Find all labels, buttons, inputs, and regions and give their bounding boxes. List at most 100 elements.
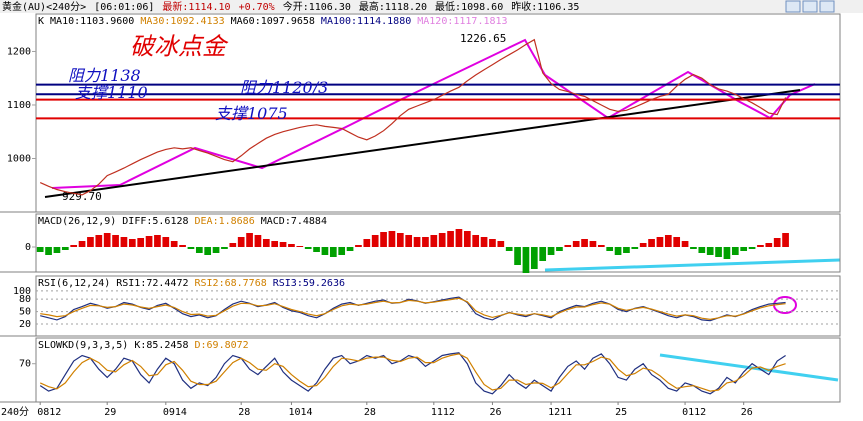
macd-bar xyxy=(539,247,547,261)
macd-bar xyxy=(355,245,362,247)
macd-bar xyxy=(70,245,78,247)
macd-bar xyxy=(489,239,496,247)
macd-bar xyxy=(271,241,279,247)
legend-entry: MACD:7.4884 xyxy=(261,216,327,227)
macd-bar xyxy=(154,235,161,247)
y-tick-label: 1200 xyxy=(7,46,31,57)
macd-bar xyxy=(246,233,253,247)
panel-frame xyxy=(35,213,841,273)
macd-bar xyxy=(782,233,789,247)
panel-frame xyxy=(35,275,841,337)
legend-entry: DEA:1.8686 xyxy=(195,216,255,227)
support-trendline xyxy=(44,89,801,198)
header-field: 最高:1118.20 xyxy=(359,0,427,13)
header-field: 最低:1098.60 xyxy=(435,0,503,13)
legend-entry: MA30:1092.4133 xyxy=(140,16,224,27)
legend-entry: MA10:1103.9600 xyxy=(50,16,134,27)
button-close[interactable] xyxy=(819,0,835,13)
series-line xyxy=(39,353,786,392)
x-tick-label: 26 xyxy=(489,407,501,418)
legend-entry: D:69.8072 xyxy=(195,340,249,351)
macd-bar xyxy=(698,247,706,253)
zigzag-trend xyxy=(51,38,816,189)
header-bar xyxy=(0,0,863,13)
button-prev[interactable] xyxy=(785,0,801,13)
legend-entry: RSI(6,12,24) xyxy=(38,278,110,289)
panel-frame xyxy=(35,13,841,213)
macd-bar xyxy=(497,241,505,247)
macd-bar xyxy=(329,247,337,257)
legend-entry: DIFF:5.6128 xyxy=(122,216,188,227)
x-tick-label: 26 xyxy=(741,407,753,418)
y-tick-label: 80 xyxy=(19,294,31,305)
macd-bar xyxy=(346,247,354,251)
x-tick-label: 28 xyxy=(364,407,376,418)
legend-entry: K:85.2458 xyxy=(134,340,188,351)
macd-bar xyxy=(673,237,681,247)
macd-bar xyxy=(179,245,186,247)
legend-entry: RSI2:68.7768 xyxy=(195,278,267,289)
macd-bar xyxy=(447,231,454,247)
macd-bar xyxy=(371,235,379,247)
level-label: 支撑1075 xyxy=(215,104,288,123)
level-label: 阻力1138 xyxy=(68,66,141,85)
macd-bar xyxy=(597,245,605,247)
macd-bar xyxy=(195,247,203,253)
macd-bar xyxy=(45,247,52,255)
panel-frame xyxy=(35,337,841,403)
macd-bar xyxy=(656,237,664,247)
macd-bar xyxy=(254,235,262,247)
macd-bar xyxy=(740,247,748,251)
x-tick-label: 1112 xyxy=(431,407,455,418)
macd-bar xyxy=(288,244,295,247)
button-next[interactable] xyxy=(802,0,818,13)
macd-bar xyxy=(472,235,480,247)
legend-entry: MACD(26,12,9) xyxy=(38,216,116,227)
macd-bar xyxy=(438,233,446,247)
macd-bar xyxy=(430,235,438,247)
legend-entry: RSI3:59.2636 xyxy=(273,278,345,289)
x-tick-label: 0812 xyxy=(37,407,61,418)
macd-bar xyxy=(36,247,44,252)
macd-bar xyxy=(522,247,530,273)
x-tick-label: 0914 xyxy=(163,407,187,418)
macd-bar xyxy=(690,247,697,249)
x-tick-label: 1211 xyxy=(548,407,572,418)
header-field: [06:01:06] xyxy=(94,2,154,13)
x-tick-label: 1014 xyxy=(288,407,312,418)
annotation: 1226.65 xyxy=(460,32,506,45)
header-field: 黄金(AU)<240分> xyxy=(2,0,86,13)
series-line xyxy=(40,296,786,322)
y-tick-label: 50 xyxy=(19,307,31,318)
macd-bar xyxy=(480,237,488,247)
macd-bar xyxy=(757,245,764,247)
y-tick-label: 1000 xyxy=(7,153,31,164)
macd-bar xyxy=(229,243,237,247)
macd-bar xyxy=(731,247,739,255)
macd-bar xyxy=(405,235,413,247)
x-tick-label: 29 xyxy=(104,407,116,418)
macd-bar xyxy=(221,247,228,249)
header-field: 最新:1114.10 xyxy=(162,0,230,13)
macd-bar xyxy=(95,235,103,247)
macd-bar xyxy=(262,239,270,247)
macd-bar xyxy=(556,247,563,251)
legend-entry: MA100:1114.1880 xyxy=(321,16,411,27)
macd-bar xyxy=(765,243,773,247)
macd-bar xyxy=(170,241,178,247)
macd-bar xyxy=(128,239,136,247)
macd-bar xyxy=(363,239,371,247)
macd-bar xyxy=(648,239,655,247)
macd-bar xyxy=(547,247,555,255)
macd-bar xyxy=(145,236,153,247)
macd-bar xyxy=(137,238,145,247)
macd-bar xyxy=(338,247,346,255)
macd-bar xyxy=(715,247,722,257)
header-field: 今开:1106.30 xyxy=(283,0,351,13)
legend-entry: SLOWKD(9,3,3,5) xyxy=(38,340,128,351)
macd-bar xyxy=(53,247,61,253)
macd-bar xyxy=(455,229,463,247)
series-line xyxy=(39,352,786,395)
